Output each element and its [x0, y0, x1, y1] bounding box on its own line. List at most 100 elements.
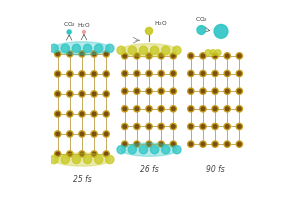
Circle shape	[139, 46, 148, 54]
Circle shape	[80, 72, 84, 76]
Circle shape	[91, 131, 97, 137]
Circle shape	[92, 52, 96, 56]
Circle shape	[79, 131, 85, 137]
Circle shape	[92, 112, 96, 116]
Circle shape	[170, 123, 176, 130]
Circle shape	[173, 146, 181, 154]
Circle shape	[224, 141, 230, 147]
Circle shape	[236, 123, 242, 130]
Circle shape	[212, 141, 218, 147]
Circle shape	[135, 72, 139, 75]
Circle shape	[212, 106, 218, 112]
Circle shape	[134, 106, 140, 112]
Circle shape	[134, 123, 140, 130]
Circle shape	[201, 125, 205, 128]
Circle shape	[213, 142, 217, 146]
Circle shape	[122, 141, 128, 147]
Circle shape	[68, 92, 72, 96]
Circle shape	[92, 92, 96, 96]
Circle shape	[55, 151, 61, 157]
Circle shape	[79, 151, 85, 157]
Circle shape	[215, 50, 221, 56]
Circle shape	[238, 72, 241, 75]
Circle shape	[170, 53, 176, 59]
Circle shape	[79, 51, 85, 57]
Circle shape	[189, 89, 193, 93]
Circle shape	[122, 88, 128, 94]
Circle shape	[212, 88, 218, 94]
Circle shape	[170, 141, 176, 147]
Circle shape	[225, 125, 229, 128]
Circle shape	[135, 89, 139, 93]
Circle shape	[56, 152, 59, 156]
Circle shape	[79, 111, 85, 117]
Circle shape	[79, 71, 85, 77]
Circle shape	[172, 142, 175, 146]
Circle shape	[103, 71, 110, 77]
Circle shape	[170, 88, 176, 94]
Circle shape	[188, 70, 194, 77]
Circle shape	[80, 112, 84, 116]
Circle shape	[135, 107, 139, 111]
Circle shape	[55, 91, 61, 97]
Circle shape	[173, 46, 181, 54]
Circle shape	[197, 26, 206, 34]
Circle shape	[135, 142, 139, 146]
Circle shape	[134, 53, 140, 59]
Circle shape	[213, 54, 217, 58]
Circle shape	[201, 54, 205, 58]
Circle shape	[80, 92, 84, 96]
Circle shape	[147, 125, 151, 128]
Circle shape	[236, 88, 242, 94]
Text: CO$_2$: CO$_2$	[195, 15, 208, 24]
Circle shape	[147, 54, 151, 58]
Circle shape	[134, 141, 140, 147]
Circle shape	[61, 155, 69, 164]
Circle shape	[158, 70, 164, 77]
Circle shape	[83, 155, 92, 164]
Text: 25 fs: 25 fs	[73, 175, 91, 184]
Circle shape	[162, 146, 170, 154]
Circle shape	[188, 141, 194, 147]
Circle shape	[213, 72, 217, 75]
Circle shape	[146, 70, 152, 77]
Circle shape	[56, 112, 59, 116]
Circle shape	[50, 155, 58, 164]
Circle shape	[146, 88, 152, 94]
Circle shape	[224, 70, 230, 77]
Circle shape	[50, 44, 58, 52]
Circle shape	[238, 125, 241, 128]
Circle shape	[236, 106, 242, 112]
Circle shape	[189, 107, 193, 111]
Circle shape	[72, 44, 80, 52]
Circle shape	[212, 123, 218, 130]
Circle shape	[56, 92, 59, 96]
Text: –: –	[134, 37, 138, 43]
Text: H$_2$O: H$_2$O	[77, 21, 91, 30]
Circle shape	[67, 131, 73, 137]
Circle shape	[55, 131, 61, 137]
Circle shape	[224, 53, 230, 59]
Circle shape	[123, 107, 127, 111]
Circle shape	[123, 142, 127, 146]
Circle shape	[238, 142, 241, 146]
Circle shape	[55, 71, 61, 77]
Circle shape	[128, 146, 136, 154]
Circle shape	[147, 107, 151, 111]
Text: 26 fs: 26 fs	[140, 165, 158, 174]
Circle shape	[104, 92, 108, 96]
Circle shape	[94, 44, 103, 52]
Circle shape	[123, 89, 127, 93]
Circle shape	[103, 91, 110, 97]
Circle shape	[92, 132, 96, 136]
Circle shape	[135, 54, 139, 58]
Circle shape	[128, 46, 136, 54]
Circle shape	[150, 146, 159, 154]
Circle shape	[91, 91, 97, 97]
Circle shape	[150, 46, 159, 54]
Circle shape	[122, 53, 128, 59]
Circle shape	[159, 72, 163, 75]
Circle shape	[103, 131, 110, 137]
Circle shape	[79, 91, 85, 97]
Circle shape	[170, 70, 176, 77]
